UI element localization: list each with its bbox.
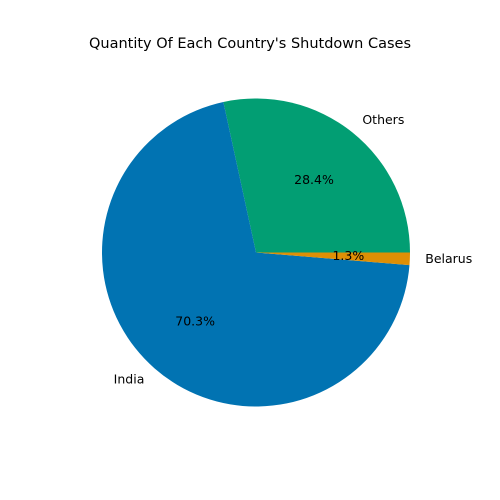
slice-label-belarus: Belarus — [425, 251, 472, 266]
slice-label-others: Others — [362, 112, 404, 127]
slice-percent-others: 28.4% — [294, 172, 334, 187]
slice-percent-india: 70.3% — [175, 314, 215, 329]
slice-percent-belarus: 1.3% — [332, 248, 364, 263]
pie-slices — [101, 98, 410, 407]
pie-slice-india — [101, 102, 410, 407]
pie-slice-belarus — [256, 252, 410, 266]
slice-label-india: India — [114, 371, 145, 386]
pie-labels: Others 28.4% India 70.3% Belarus 1.3% — [114, 112, 473, 386]
chart-title: Quantity Of Each Country's Shutdown Case… — [88, 36, 411, 52]
pie-slice-others — [223, 98, 410, 253]
